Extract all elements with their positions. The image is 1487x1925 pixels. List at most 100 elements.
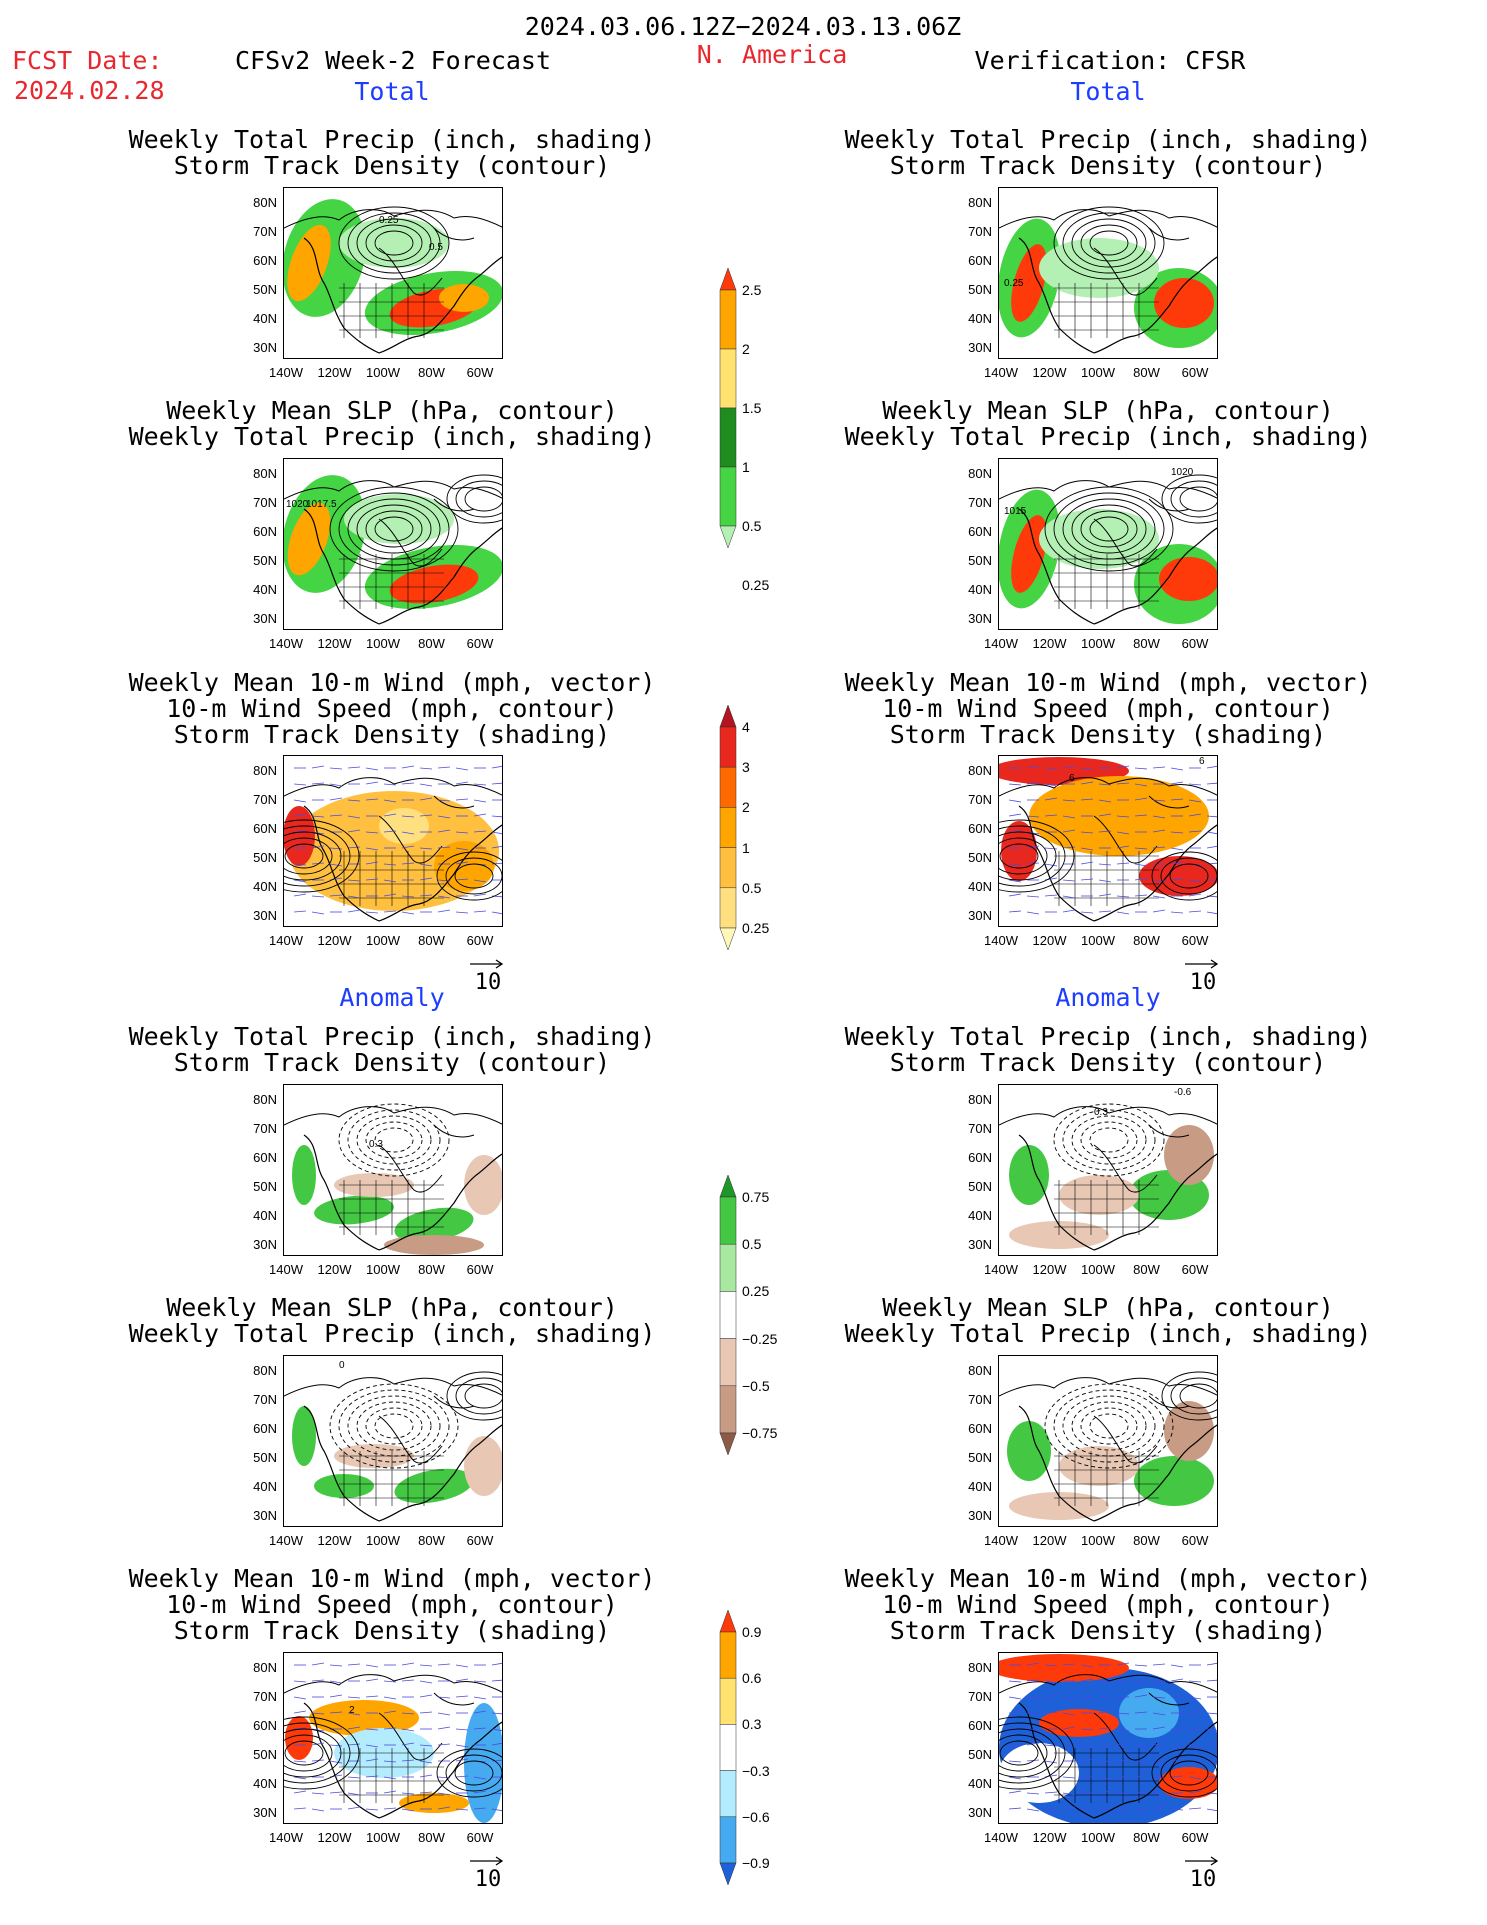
coastline-east (378, 527, 502, 625)
wind-vector (1026, 1759, 1040, 1762)
wind-vector (1116, 831, 1130, 835)
lon-tick-label: 100W (366, 1262, 400, 1277)
section-total-left: Total (354, 77, 430, 106)
wind-speed-contour (999, 1722, 1066, 1784)
wind-vector (329, 847, 343, 850)
lat-tick-label: 60N (968, 1718, 992, 1733)
shading-blob (464, 1155, 502, 1215)
lon-tick-label: 140W (269, 1262, 303, 1277)
wind-vector (1026, 911, 1040, 915)
lat-tick-label: 50N (253, 1450, 277, 1465)
wind-vector (329, 1680, 343, 1684)
wind-vector (1170, 1775, 1184, 1778)
coastline-islands (433, 227, 475, 241)
wind-vector (383, 1776, 397, 1780)
slp-contour (374, 516, 414, 542)
wind-vector (1188, 830, 1202, 833)
wind-vector (1080, 1664, 1094, 1668)
coastline-east (1093, 256, 1217, 354)
wind-vector (1062, 1806, 1076, 1810)
colorbar-storm_total (719, 705, 737, 950)
wind-vector (383, 1696, 397, 1700)
wind-vector (473, 910, 487, 913)
slp-contour (1062, 1395, 1156, 1457)
lat-tick-label: 80N (253, 1092, 277, 1107)
wind-speed-contour (284, 1722, 351, 1784)
coastline-arctic (999, 1106, 1217, 1126)
storm-density-contour (338, 206, 450, 280)
wind-vector (365, 911, 379, 914)
wind-vector (437, 815, 451, 819)
panel-title-line: Weekly Mean 10-m Wind (mph, vector) (128, 668, 656, 697)
wind-vector (1080, 861, 1094, 865)
lat-tick-label: 70N (968, 1689, 992, 1704)
wind-vector (401, 911, 415, 915)
wind-vector (347, 766, 361, 769)
wind-vector (455, 1775, 469, 1778)
colorbar-label: −0.9 (742, 1855, 770, 1871)
wind-vector (455, 798, 469, 801)
slp-contour (338, 1389, 450, 1463)
colorbar-segment (719, 1196, 737, 1245)
coastline-west (1018, 1134, 1095, 1251)
lat-tick-label: 40N (253, 311, 277, 326)
wind-vector (383, 1790, 397, 1794)
coastline-hudson (378, 1712, 443, 1761)
lat-tick-label: 30N (253, 611, 277, 626)
wind-vector (383, 910, 397, 913)
lon-tick-label: 120W (317, 1262, 352, 1277)
panel-title-line: Weekly Mean 10-m Wind (mph, vector) (844, 668, 1372, 697)
wind-vector (473, 1776, 487, 1780)
lat-tick-label: 50N (968, 282, 992, 297)
map-panel: 0.25 (998, 187, 1218, 359)
lon-tick-label: 60W (1181, 1533, 1209, 1548)
colorbar-label: 3 (742, 759, 750, 776)
coastline-hudson (378, 815, 443, 864)
wind-vector (311, 845, 325, 849)
wind-vector (1152, 1792, 1166, 1796)
wind-vector (437, 1712, 451, 1716)
wind-vector (365, 1695, 379, 1698)
wind-speed-contour (436, 851, 502, 901)
wind-vector (1170, 847, 1184, 851)
colorbar-segment (719, 1432, 737, 1455)
wind-vector (293, 1776, 307, 1780)
storm-density-contour (347, 1109, 441, 1171)
wind-vector (329, 1744, 343, 1747)
lat-tick-label: 70N (253, 495, 277, 510)
shading-blob (314, 1195, 394, 1225)
coastline-west (303, 508, 380, 625)
wind-vector (1080, 781, 1094, 785)
colorbar-label: 0.25 (742, 1283, 770, 1300)
wind-vector (329, 767, 343, 770)
lat-tick-label: 80N (968, 195, 992, 210)
wind-vector (419, 894, 433, 897)
map-panel: 0.3 (283, 1084, 503, 1256)
wind-vector (1152, 1663, 1166, 1666)
colorbar-segment (719, 766, 737, 808)
wind-vector (1098, 1760, 1112, 1763)
map-panel: 1020 1017.5 (283, 458, 503, 630)
slp-contour (1044, 1383, 1174, 1469)
wind-speed-contour (999, 831, 1057, 881)
coastline-east (1093, 824, 1217, 922)
map-canvas: 0 (284, 1360, 502, 1522)
wind-vector (1008, 799, 1022, 803)
wind-speed-contour (445, 1754, 502, 1792)
lat-tick-label: 30N (253, 1508, 277, 1523)
wind-vector (383, 813, 397, 817)
lat-tick-label: 70N (253, 224, 277, 239)
wind-vector (1188, 1680, 1202, 1683)
lat-tick-label: 60N (968, 1421, 992, 1436)
wind-vector (311, 1679, 325, 1682)
wind-vector (1098, 863, 1112, 866)
wind-vector (1152, 1726, 1166, 1730)
lat-tick-label: 60N (253, 821, 277, 836)
wind-vector (419, 1760, 433, 1764)
wind-vector (455, 861, 469, 865)
colorbar-label: 1 (742, 839, 750, 856)
colorbar-label: 2 (742, 799, 750, 816)
lat-tick-label: 30N (253, 1805, 277, 1820)
lon-tick-label: 140W (984, 1533, 1018, 1548)
